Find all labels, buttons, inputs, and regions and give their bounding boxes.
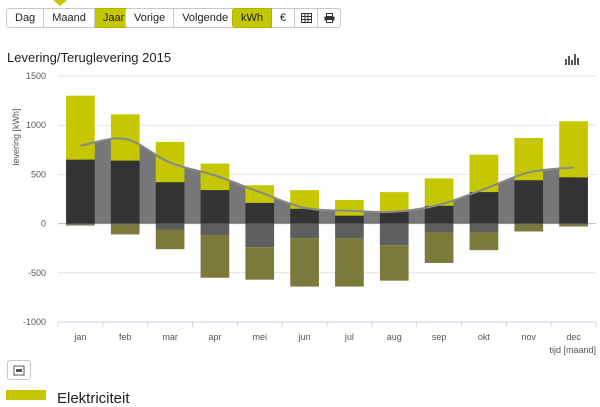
bar-mar-return bbox=[155, 229, 185, 250]
y-tick-label: 500 bbox=[31, 169, 46, 179]
unit-selector: kWh € bbox=[232, 8, 342, 28]
navigation-buttons: Vorige Volgende bbox=[125, 8, 238, 28]
bar-mei-neg-top bbox=[245, 223, 275, 248]
bar-apr-neg-top bbox=[200, 223, 230, 236]
bar-chart-icon[interactable] bbox=[565, 52, 579, 70]
unit-euro-button[interactable]: € bbox=[272, 8, 296, 28]
bar-okt-return bbox=[469, 232, 499, 251]
period-button-maand[interactable]: Maand bbox=[44, 8, 95, 28]
unit-kwh-button[interactable]: kWh bbox=[232, 8, 272, 28]
bar-okt-dark bbox=[469, 192, 499, 224]
x-tick-label-sep: sep bbox=[432, 332, 447, 342]
period-selector: Dag Maand Jaar bbox=[6, 8, 134, 28]
x-tick-label-okt: okt bbox=[478, 332, 491, 342]
bar-apr-return bbox=[200, 235, 230, 278]
period-button-dag[interactable]: Dag bbox=[6, 8, 45, 28]
bar-nov-neg-top bbox=[514, 223, 544, 225]
y-tick-label: 1500 bbox=[26, 71, 46, 81]
y-tick-label: 0 bbox=[41, 219, 46, 229]
bar-jun-neg-top bbox=[290, 223, 319, 239]
y-tick-label: -500 bbox=[28, 268, 46, 278]
x-tick-label-nov: nov bbox=[521, 332, 536, 342]
x-axis-label: tijd [maand] bbox=[549, 345, 596, 355]
bar-nov-yellow bbox=[514, 137, 544, 181]
bar-jun-return bbox=[290, 238, 319, 287]
bar-jul-dark bbox=[335, 215, 364, 224]
bar-aug-yellow bbox=[379, 192, 409, 212]
export-button[interactable] bbox=[7, 360, 31, 380]
bar-jun-yellow bbox=[290, 190, 319, 209]
bar-feb-return bbox=[110, 224, 140, 235]
bar-jan-neg-top bbox=[66, 223, 95, 225]
bar-chart: -1000 -500 0 500 1000 1500 jan feb mar apr mei jun j… bbox=[11, 71, 597, 355]
bar-sep-neg-top bbox=[424, 223, 454, 233]
y-axis-label: levering [kWh] bbox=[11, 108, 21, 165]
trend-line bbox=[80, 137, 574, 214]
export-icon bbox=[13, 365, 25, 376]
x-tick-label-dec: dec bbox=[566, 332, 581, 342]
bar-feb-dark bbox=[110, 160, 140, 224]
bar-aug-dark bbox=[379, 211, 409, 224]
bar-jan-return bbox=[66, 224, 95, 226]
print-icon bbox=[324, 13, 335, 23]
electricity-logo bbox=[6, 390, 46, 400]
bar-apr-dark bbox=[200, 190, 230, 224]
bar-dec-return bbox=[559, 224, 588, 227]
bar-mei-dark bbox=[245, 202, 275, 224]
bar-sep-dark bbox=[424, 205, 454, 224]
bar-feb-neg-top bbox=[110, 223, 140, 225]
x-tick-label-feb: feb bbox=[119, 332, 132, 342]
bar-apr-yellow bbox=[200, 163, 230, 191]
bar-nov-dark bbox=[514, 180, 544, 224]
bar-jun-dark bbox=[290, 208, 319, 224]
x-tick-label-mar: mar bbox=[162, 332, 178, 342]
bar-mar-neg-top bbox=[155, 223, 185, 230]
bar-dec-neg-top bbox=[559, 223, 588, 225]
x-tick-label-mei: mei bbox=[252, 332, 267, 342]
x-tick-label-jun: jun bbox=[298, 332, 311, 342]
table-view-button[interactable] bbox=[295, 8, 319, 28]
bar-aug-return bbox=[379, 245, 409, 281]
chart-title: Levering/Teruglevering 2015 bbox=[7, 50, 172, 65]
previous-button[interactable]: Vorige bbox=[125, 8, 175, 28]
bar-okt-yellow bbox=[469, 154, 499, 193]
bar-okt-neg-top bbox=[469, 223, 499, 233]
x-tick-label-jul: jul bbox=[344, 332, 354, 342]
footer-title: Elektriciteit bbox=[57, 390, 130, 407]
bar-mei-return bbox=[245, 247, 275, 280]
bar-jul-return bbox=[335, 238, 364, 287]
bar-aug-neg-top bbox=[379, 223, 409, 246]
bar-sep-return bbox=[424, 232, 454, 263]
bar-nov-return bbox=[514, 224, 544, 232]
y-tick-label: 1000 bbox=[26, 120, 46, 130]
bar-jul-neg-top bbox=[335, 223, 364, 239]
print-button[interactable] bbox=[318, 8, 342, 28]
active-period-pointer bbox=[53, 0, 67, 6]
bar-mar-dark bbox=[155, 182, 185, 224]
bar-feb-yellow bbox=[110, 114, 140, 161]
bar-jul-yellow bbox=[335, 199, 364, 216]
x-tick-label-jan: jan bbox=[73, 332, 86, 342]
table-icon bbox=[300, 13, 312, 23]
bar-jan-yellow bbox=[66, 95, 95, 160]
x-tick-label-aug: aug bbox=[387, 332, 402, 342]
next-button[interactable]: Volgende bbox=[174, 8, 238, 28]
bar-dec-dark bbox=[559, 177, 588, 224]
y-tick-label: -1000 bbox=[23, 317, 46, 327]
bar-jan-dark bbox=[66, 159, 95, 224]
x-tick-label-apr: apr bbox=[208, 332, 221, 342]
